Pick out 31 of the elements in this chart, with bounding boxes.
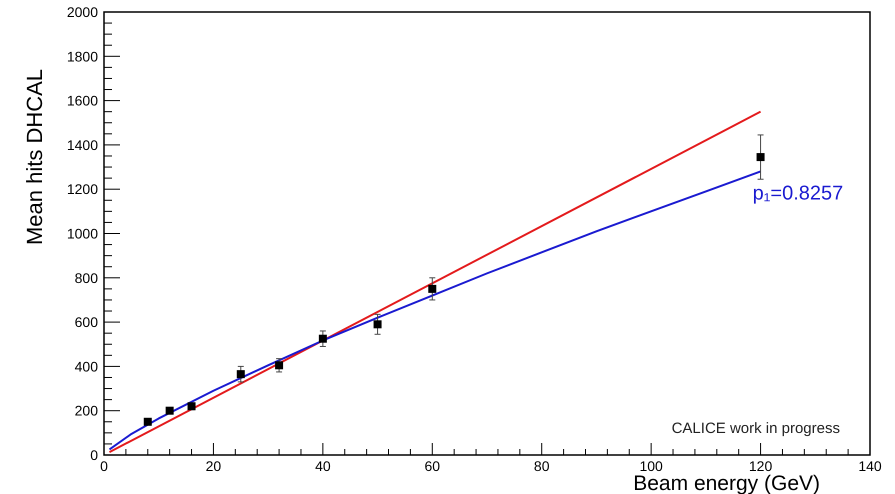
point xyxy=(166,406,174,415)
annotation: p₁=0.8257 xyxy=(752,182,844,204)
point xyxy=(275,361,284,370)
point xyxy=(236,370,245,378)
y-tick-label: 400 xyxy=(74,358,98,374)
x-tick-label: 60 xyxy=(424,458,440,474)
x-tick-label: 0 xyxy=(100,458,108,474)
y-tick-label: 1200 xyxy=(66,181,98,198)
x-tick-label: 100 xyxy=(639,458,664,474)
point xyxy=(144,418,152,426)
y-tick-label: 0 xyxy=(90,447,98,463)
x-tick-label: 120 xyxy=(748,458,772,474)
point xyxy=(318,334,327,343)
x-tick-label: 140 xyxy=(858,458,882,474)
y-tick-label: 1400 xyxy=(66,136,98,153)
point xyxy=(756,153,765,162)
y-tick-label: 1600 xyxy=(66,92,98,109)
y-tick-label: 800 xyxy=(74,270,98,286)
y-tick-label: 600 xyxy=(74,314,98,330)
y-tick-label: 200 xyxy=(74,402,98,419)
x-axis-title: Beam energy (GeV) xyxy=(633,472,820,494)
x-tick-label: 20 xyxy=(206,458,222,474)
y-tick-label: 1000 xyxy=(66,226,98,242)
x-tick-label: 80 xyxy=(534,458,550,474)
y-tick-label: 2000 xyxy=(66,4,98,20)
y-axis-title: Mean hits DHCAL xyxy=(22,68,47,246)
annotation: CALICE work in progress xyxy=(672,420,840,437)
y-tick-label: 1800 xyxy=(66,48,98,64)
point xyxy=(428,284,436,293)
point xyxy=(374,320,382,328)
x-tick-label: 40 xyxy=(315,458,331,474)
